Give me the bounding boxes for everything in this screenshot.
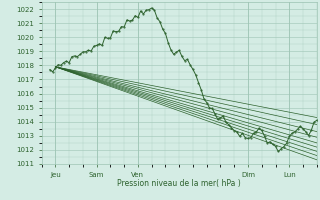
X-axis label: Pression niveau de la mer( hPa ): Pression niveau de la mer( hPa ) xyxy=(117,179,241,188)
